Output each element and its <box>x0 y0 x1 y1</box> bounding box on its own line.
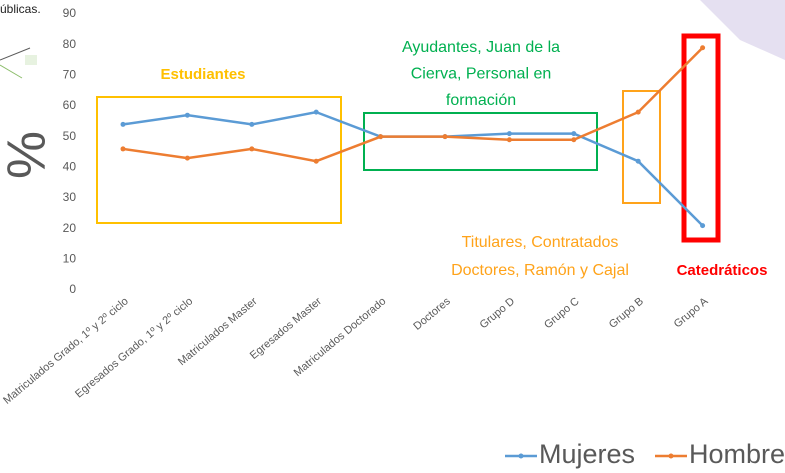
annotation: formación <box>446 92 516 109</box>
point <box>635 109 641 115</box>
point <box>700 45 706 51</box>
point <box>635 158 641 164</box>
box-assistants <box>363 112 598 171</box>
y-tick-label: 70 <box>63 68 77 82</box>
point <box>313 109 319 115</box>
point <box>506 131 512 137</box>
point <box>378 134 384 140</box>
x-tick-label: Grupo D <box>478 295 518 331</box>
x-tick-label: Grupo A <box>672 295 711 331</box>
point <box>313 158 319 164</box>
y-tick-label: 50 <box>63 129 77 143</box>
y-tick-label: 40 <box>63 160 77 174</box>
y-tick-label: 10 <box>63 252 77 266</box>
legend-dot <box>668 453 674 459</box>
annotation: Cierva, Personal en <box>411 66 552 83</box>
y-tick-label: 60 <box>63 98 77 112</box>
point <box>700 223 706 229</box>
thumbnail <box>0 47 37 79</box>
box-titulares <box>622 90 661 204</box>
box-students <box>96 96 342 224</box>
watermark <box>700 0 785 60</box>
x-tick-label: Grupo B <box>607 295 646 331</box>
x-tick-label: Matriculados Grado, 1º y 2º ciclo <box>1 295 131 406</box>
series-line <box>122 46 704 163</box>
annotation: Doctores, Ramón y Cajal <box>451 262 629 279</box>
annotation: Catedráticos <box>677 262 768 279</box>
y-axis-label: % <box>0 131 56 179</box>
annotation: Ayudantes, Juan de la <box>402 39 560 56</box>
point <box>506 137 512 143</box>
legend-label: Hombres <box>689 439 785 469</box>
point <box>249 121 255 127</box>
point <box>184 155 190 161</box>
point <box>571 131 577 137</box>
series-line <box>122 110 704 227</box>
annotation: Estudiantes <box>160 66 245 83</box>
y-tick-label: 80 <box>63 37 77 51</box>
legend-label: Mujeres <box>539 439 635 469</box>
y-tick-label: 20 <box>63 221 77 235</box>
point <box>120 146 126 152</box>
annotation: Titulares, Contratados <box>462 234 619 251</box>
legend-dot <box>518 453 524 459</box>
point <box>571 137 577 143</box>
corner-text: úblicas. <box>0 2 41 16</box>
point <box>120 121 126 127</box>
point <box>184 112 190 118</box>
y-tick-label: 0 <box>69 282 76 296</box>
x-tick-label: Egresados Grado, 1º y 2º ciclo <box>73 295 195 400</box>
point <box>249 146 255 152</box>
y-tick-label: 30 <box>63 190 77 204</box>
x-tick-label: Grupo C <box>542 295 582 331</box>
point <box>442 134 448 140</box>
x-tick-label: Doctores <box>411 295 453 333</box>
box-catedraticos <box>681 33 721 243</box>
y-tick-label: 90 <box>63 6 77 20</box>
